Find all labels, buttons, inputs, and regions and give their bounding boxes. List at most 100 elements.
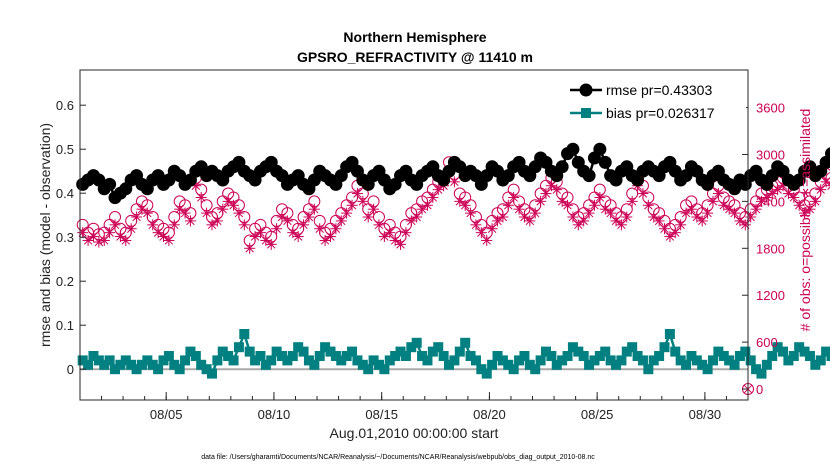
assimilated-obs-stroke — [622, 212, 631, 222]
bias-point — [724, 355, 735, 366]
bias-point — [330, 351, 341, 361]
assimilated-obs-stroke — [412, 212, 421, 222]
assimilated-obs-point — [540, 188, 552, 200]
bias-point — [433, 342, 444, 353]
y-tick-label: 0.4 — [56, 186, 74, 201]
assimilated-obs-stroke — [267, 240, 276, 249]
bias-point — [282, 355, 293, 366]
bias-point — [427, 346, 438, 357]
assimilated-obs-point — [109, 219, 121, 231]
bias-point — [406, 342, 417, 353]
assimilated-obs-point — [357, 195, 369, 207]
y-tick-label: 0.6 — [56, 98, 74, 113]
x-tick-label: 08/25 — [581, 407, 614, 422]
assimilated-obs-point — [400, 227, 412, 239]
bias-point — [287, 351, 298, 361]
assimilated-obs-point — [578, 215, 590, 227]
assimilated-obs-point — [281, 215, 293, 227]
rmse-point — [819, 155, 830, 169]
assimilated-obs-stroke — [493, 216, 502, 226]
y-tick-label: 0.1 — [56, 318, 74, 333]
rmse-point — [593, 142, 607, 156]
chart-subtitle: GPSRO_REFRACTIVITY @ 11410 m — [297, 49, 533, 65]
assimilated-obs-point — [529, 207, 541, 219]
assimilated-obs-stroke — [724, 204, 734, 214]
x-tick-label: 08/30 — [689, 407, 722, 422]
assimilated-obs-stroke — [326, 232, 335, 241]
assimilated-obs-stroke — [595, 193, 605, 202]
x-axis-label: Aug.01,2010 00:00:00 start — [330, 425, 499, 441]
assimilated-obs-stroke — [757, 197, 766, 206]
assimilated-obs-point — [562, 199, 574, 211]
bias-point — [643, 364, 654, 375]
assimilated-obs-point — [621, 211, 633, 223]
bias-point — [718, 351, 729, 361]
assimilated-obs-stroke — [509, 193, 518, 202]
assimilated-obs-stroke — [601, 204, 610, 214]
bias-point — [584, 359, 595, 370]
bias-point — [99, 359, 110, 370]
assimilated-obs-stroke — [283, 216, 292, 226]
rmse-point — [825, 147, 830, 160]
bias-point — [519, 351, 530, 361]
rmse-point — [582, 169, 596, 183]
bias-point — [492, 351, 503, 361]
bias-point — [223, 351, 234, 361]
assimilated-obs-stroke — [784, 189, 793, 198]
y-axis-left: 0 0.1 0.2 0.3 0.4 0.5 0.6 — [56, 98, 86, 377]
y-tick-label: 0.2 — [56, 274, 74, 289]
assimilated-obs-stroke — [671, 228, 680, 237]
bias-point — [799, 346, 810, 357]
bias-point — [804, 351, 815, 361]
bias-point — [497, 355, 508, 366]
bias-point — [788, 351, 799, 361]
assimilated-obs-stroke — [143, 208, 152, 218]
assimilated-obs-stroke — [121, 236, 130, 245]
assimilated-obs-stroke — [455, 197, 464, 206]
bias-point — [826, 351, 830, 361]
assimilated-obs-stroke — [170, 220, 179, 230]
assimilated-obs-point — [481, 234, 493, 246]
assimilated-obs-point — [195, 191, 207, 203]
assimilated-obs-stroke — [536, 197, 545, 206]
rmse-point — [598, 155, 612, 169]
assimilated-obs-point — [718, 199, 730, 211]
assimilated-obs-point — [465, 207, 477, 219]
y-axis-label-left: rmse and bias (model - observation) — [37, 123, 53, 347]
assimilated-obs-point — [626, 195, 638, 207]
assimilated-obs-point — [659, 223, 670, 235]
assimilated-obs-stroke — [213, 216, 222, 226]
bias-point — [637, 355, 648, 366]
bias-point — [373, 359, 384, 370]
assimilated-obs-point — [653, 215, 665, 227]
assimilated-obs-stroke — [396, 240, 405, 249]
bias-point — [460, 337, 471, 348]
bias-point — [761, 359, 772, 370]
assimilated-obs-stroke — [471, 220, 481, 230]
bias-point — [341, 351, 352, 361]
assimilated-obs-stroke — [256, 228, 265, 237]
assimilated-obs-point — [335, 215, 347, 227]
assimilated-obs-stroke — [547, 181, 556, 190]
bias-point — [126, 359, 137, 370]
assimilated-obs-stroke — [347, 201, 357, 210]
assimilated-obs-stroke — [654, 216, 664, 226]
assimilated-obs-stroke — [520, 212, 529, 222]
bias-point — [778, 346, 789, 357]
assimilated-obs-stroke — [714, 189, 723, 198]
y-right-tick-label: 600 — [756, 335, 778, 350]
assimilated-obs-point — [513, 203, 525, 215]
bias-point — [611, 359, 622, 370]
assimilated-obs-point — [131, 211, 143, 223]
bias-point — [83, 359, 94, 370]
assimilated-obs-stroke — [477, 228, 486, 237]
y-right-tick-label: 2400 — [756, 194, 785, 209]
x-tick-label: 08/20 — [473, 407, 506, 422]
bias-point — [77, 355, 88, 366]
legend-rmse-label: rmse pr=0.43303 — [606, 82, 712, 98]
assimilated-obs-point — [179, 207, 191, 219]
assimilated-obs-point — [314, 223, 326, 235]
assimilated-obs-point — [702, 207, 714, 219]
assimilated-obs-stroke — [288, 228, 297, 237]
bias-point — [648, 355, 659, 366]
